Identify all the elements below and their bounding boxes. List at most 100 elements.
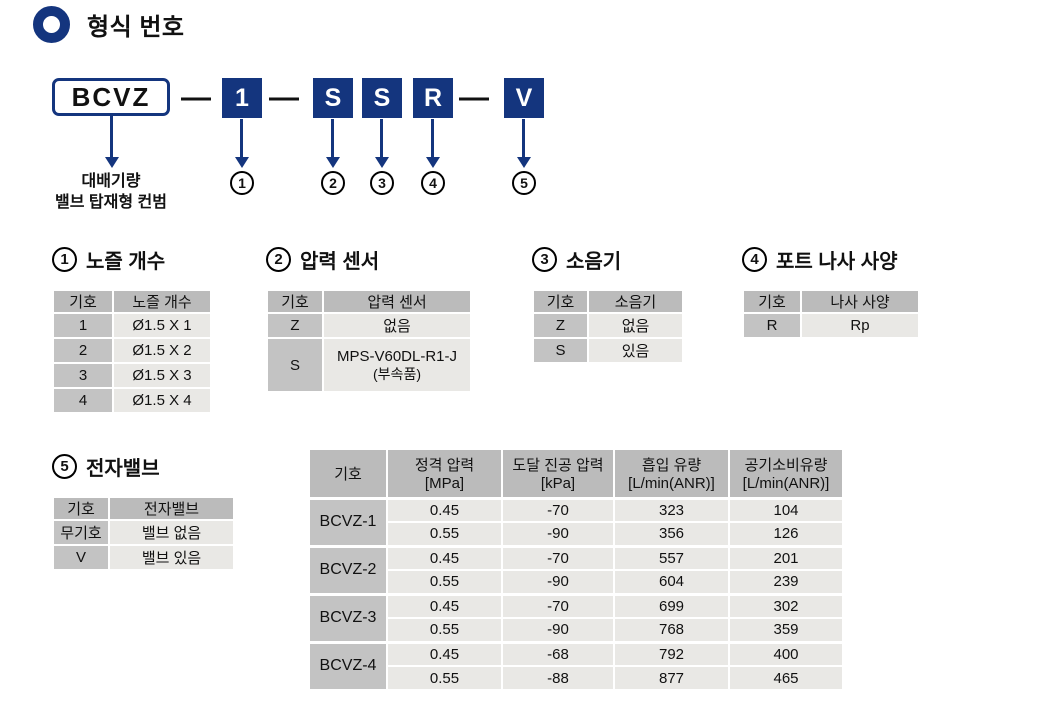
col-header: 노즐 개수 [112, 289, 212, 314]
consumption-cell: 400 [728, 640, 844, 667]
value-cell: Ø1.5 X 3 [112, 362, 212, 389]
vacuum-cell: -68 [501, 640, 615, 667]
pressure-cell: 0.45 [386, 592, 503, 619]
vacuum-cell: -90 [501, 569, 615, 595]
section-title: 소음기 [566, 251, 622, 273]
symbol-cell: S [532, 337, 589, 364]
table-row: 0.55 -88 877 465 [309, 665, 844, 691]
section-port-thread: 4 포트 나사 사양 기호 나사 사양 R Rp [742, 245, 920, 339]
spec-table-container: 기호 정격 압력 [MPa] 도달 진공 압력 [kPa] 흡입 유량 [L/m… [308, 448, 844, 691]
table-row: R Rp [742, 312, 920, 339]
section-heading: 3 소음기 [532, 245, 684, 274]
pressure-cell: 0.55 [386, 665, 503, 691]
ring-bullet-icon [33, 6, 70, 43]
col-header: 기호 [52, 496, 110, 521]
table-row: 0.55 -90 768 359 [309, 617, 844, 643]
thread-table: 기호 나사 사양 R Rp [742, 289, 920, 339]
code-box-nozzle: 1 [222, 78, 262, 118]
vacuum-cell: -88 [501, 665, 615, 691]
code-box-sensor: S [313, 78, 353, 118]
col-header: 정격 압력 [MPa] [386, 448, 503, 499]
symbol-cell: 무기호 [52, 519, 110, 546]
col-header: 압력 센서 [322, 289, 472, 314]
symbol-cell: 3 [52, 362, 114, 389]
consumption-cell: 359 [728, 617, 844, 643]
consumption-cell: 302 [728, 592, 844, 619]
value-cell: 있음 [587, 337, 684, 364]
table-row: BCVZ-1 0.45 -70 323 104 [308, 496, 844, 547]
arrow-down-icon [110, 116, 113, 157]
nozzle-table: 기호 노즐 개수 1 Ø1.5 X 1 2 Ø1.5 X 2 3 Ø1.5 X … [52, 289, 212, 414]
symbol-cell: 1 [52, 312, 114, 339]
suction-cell: 557 [613, 544, 730, 571]
spec-table: 기호 정격 압력 [MPa] 도달 진공 압력 [kPa] 흡입 유량 [L/m… [308, 448, 844, 691]
code-box-thread: R [413, 78, 453, 118]
value-cell: 밸브 없음 [108, 519, 235, 546]
consumption-cell: 239 [728, 569, 844, 595]
col-header: 나사 사양 [800, 289, 920, 314]
vacuum-cell: -70 [501, 544, 615, 571]
arrow-down-icon [431, 119, 434, 157]
table-row: BCVZ-3 0.45 -70 699 302 [308, 592, 844, 643]
prefix-note: 대배기량 밸브 탑재형 컨범 [31, 171, 191, 213]
col-header-label: 도달 진공 압력 [512, 457, 604, 475]
vacuum-cell: -70 [501, 496, 615, 523]
consumption-cell: 104 [728, 496, 844, 523]
value-cell: Ø1.5 X 1 [112, 312, 212, 339]
table-row: Z 없음 [532, 312, 684, 339]
consumption-cell: 201 [728, 544, 844, 571]
col-header-unit: [MPa] [424, 475, 465, 493]
col-header: 기호 [266, 289, 324, 314]
col-header-unit: [L/min(ANR)] [742, 475, 830, 493]
pressure-cell: 0.45 [386, 544, 503, 571]
circled-number-icon: 2 [266, 247, 291, 272]
col-header: 도달 진공 압력 [kPa] [501, 448, 615, 499]
section-silencer: 3 소음기 기호 소음기 Z 없음 S 있음 [532, 245, 684, 364]
table-row: 2 Ø1.5 X 2 [52, 337, 212, 364]
vacuum-cell: -90 [501, 521, 615, 547]
symbol-cell: V [52, 544, 110, 571]
symbol-cell: Z [266, 312, 324, 339]
model-cell: BCVZ-3 [308, 592, 388, 643]
col-header-label: 정격 압력 [414, 457, 475, 475]
arrow-down-icon [240, 119, 243, 157]
suction-cell: 323 [613, 496, 730, 523]
code-dash: — [459, 81, 489, 114]
model-cell: BCVZ-2 [308, 544, 388, 595]
silencer-table: 기호 소음기 Z 없음 S 있음 [532, 289, 684, 364]
table-row: S 있음 [532, 337, 684, 364]
col-header-unit: [L/min(ANR)] [628, 475, 715, 493]
callout-number-5: 5 [512, 171, 536, 195]
value-cell: 없음 [322, 312, 472, 339]
suction-cell: 768 [613, 617, 730, 643]
section-title: 포트 나사 사양 [776, 251, 898, 273]
valve-table: 기호 전자밸브 무기호 밸브 없음 V 밸브 있음 [52, 496, 235, 571]
symbol-cell: R [742, 312, 802, 339]
circled-number-icon: 1 [52, 247, 77, 272]
callout-number-4: 4 [421, 171, 445, 195]
col-header-label: 흡입 유량 [641, 457, 702, 475]
table-row: V 밸브 있음 [52, 544, 235, 571]
suction-cell: 877 [613, 665, 730, 691]
col-header: 기호 [308, 448, 388, 499]
col-header-unit: [kPa] [540, 475, 576, 493]
section-heading: 1 노즐 개수 [52, 245, 212, 274]
suction-cell: 699 [613, 592, 730, 619]
table-row: 3 Ø1.5 X 3 [52, 362, 212, 389]
section-nozzle-count: 1 노즐 개수 기호 노즐 개수 1 Ø1.5 X 1 2 Ø1.5 X 2 3… [52, 245, 212, 414]
col-header: 소음기 [587, 289, 684, 314]
consumption-cell: 126 [728, 521, 844, 547]
model-cell: BCVZ-1 [308, 496, 388, 547]
table-row: S MPS-V60DL-R1-J (부속품) [266, 337, 472, 393]
table-row: 1 Ø1.5 X 1 [52, 312, 212, 339]
pressure-cell: 0.55 [386, 521, 503, 547]
section-title: 전자밸브 [86, 458, 160, 480]
value-cell: Rp [800, 312, 920, 339]
model-prefix-box: BCVZ [52, 78, 170, 116]
section-solenoid-valve: 5 전자밸브 기호 전자밸브 무기호 밸브 없음 V 밸브 있음 [52, 452, 235, 571]
prefix-note-line2: 밸브 탑재형 컨범 [55, 194, 167, 211]
callout-number-3: 3 [370, 171, 394, 195]
vacuum-cell: -90 [501, 617, 615, 643]
arrow-down-icon [380, 119, 383, 157]
